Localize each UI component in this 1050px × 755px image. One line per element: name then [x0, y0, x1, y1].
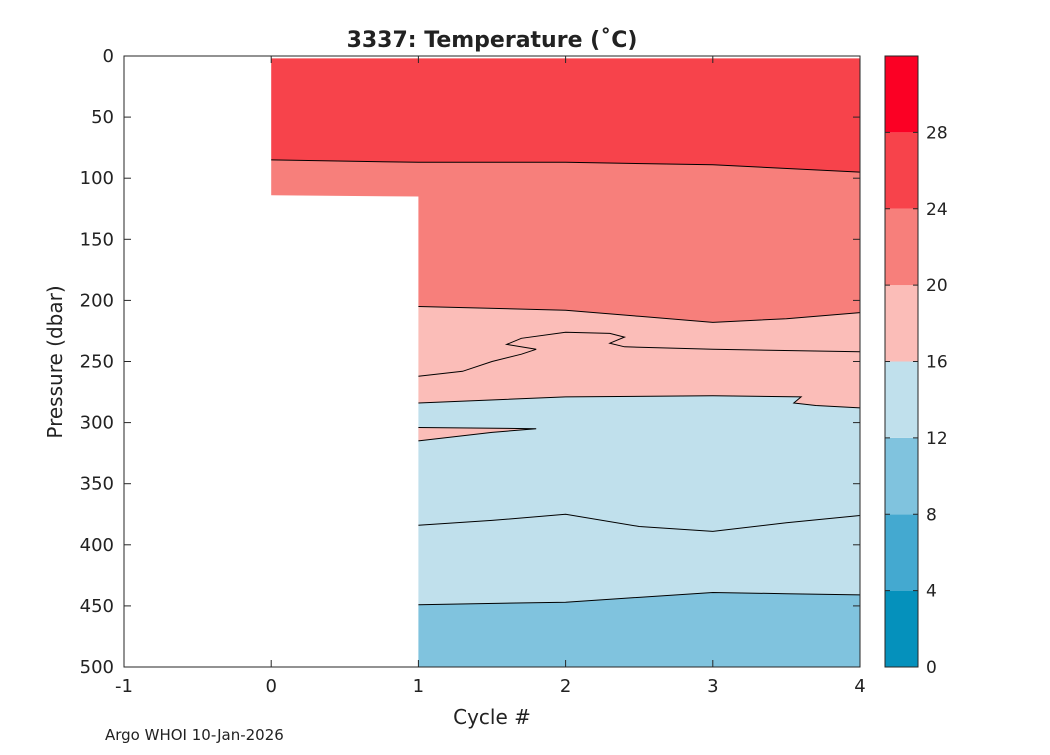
contour-lines	[271, 159, 861, 606]
colorbar-band	[885, 361, 918, 438]
colorbar-band	[885, 590, 918, 667]
colorbar-tick-label: 24	[926, 200, 948, 220]
contour-line-18-wiggle	[418, 331, 861, 377]
colorbar-tick-label: 16	[926, 353, 948, 373]
plot-area	[123, 55, 861, 668]
colorbar-tick-label: 12	[926, 429, 948, 449]
contour-regions	[271, 58, 860, 667]
subsurface-region	[418, 395, 860, 605]
colorbar-band	[885, 285, 918, 362]
y-axis-label: Pressure (dbar)	[43, 285, 67, 438]
x-tick-label: 1	[413, 676, 424, 697]
contour-line-24	[271, 159, 861, 173]
colorbar-band	[885, 56, 918, 133]
upper-thermocline-region	[271, 159, 860, 323]
y-axis-ticks: 0 50 100 150 200 250 300 350 400 450 500	[80, 46, 860, 678]
y-tick-label: 50	[91, 107, 114, 128]
colorbar-band	[885, 437, 918, 515]
colorbar-ticks: 0 4 8 12 16 20 24 28	[885, 123, 948, 678]
colorbar-tick-label: 0	[926, 658, 937, 678]
x-tick-label: 0	[265, 676, 276, 697]
warm-surface-region	[271, 58, 860, 173]
chart-title: 3337: Temperature (˚C)	[347, 28, 638, 53]
colorbar-tick-label: 8	[926, 505, 937, 525]
colorbar-bands	[885, 56, 918, 667]
colorbar-tick-label: 20	[926, 276, 948, 296]
x-axis-ticks: -1 0 1 2 3 4	[115, 56, 866, 697]
footer-credit: Argo WHOI 10-Jan-2026	[105, 726, 284, 744]
x-tick-label: 4	[854, 676, 865, 697]
x-tick-label: 2	[560, 676, 571, 697]
contour-line-16	[418, 395, 861, 409]
y-tick-label: 100	[80, 168, 114, 189]
contour-line-14	[418, 513, 861, 532]
y-tick-label: 500	[80, 657, 114, 678]
y-tick-label: 300	[80, 413, 114, 434]
deep-region	[418, 592, 860, 667]
contour-line-intrusion	[418, 427, 537, 442]
y-tick-label: 0	[103, 46, 114, 67]
y-tick-label: 200	[80, 290, 114, 311]
colorbar-tick-label: 4	[926, 582, 937, 602]
colorbar-band	[885, 208, 918, 286]
y-tick-label: 250	[80, 352, 114, 373]
colorbar-band	[885, 132, 918, 209]
x-tick-label: -1	[115, 676, 133, 697]
colorbar-tick-label: 28	[926, 123, 948, 143]
x-tick-label: 3	[707, 676, 718, 697]
colorbar: 0 4 8 12 16 20 24 28	[884, 55, 948, 678]
y-tick-label: 450	[80, 596, 114, 617]
y-tick-label: 400	[80, 535, 114, 556]
x-axis-label: Cycle #	[453, 705, 531, 729]
contour-line-12	[418, 591, 861, 606]
y-tick-label: 350	[80, 474, 114, 495]
colorbar-band	[885, 514, 918, 591]
y-tick-label: 150	[80, 229, 114, 250]
mid-thermocline-region	[418, 306, 860, 408]
contour-line-20	[418, 306, 861, 323]
